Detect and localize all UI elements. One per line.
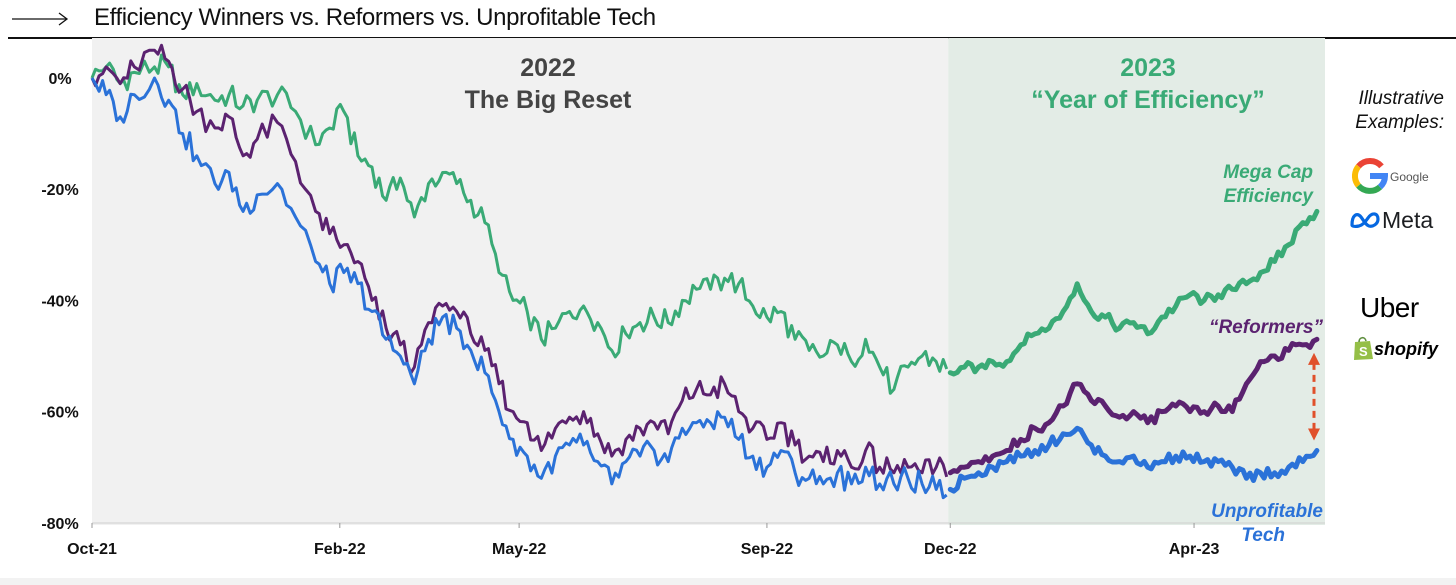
svg-text:S: S	[1359, 344, 1368, 359]
region-0-title: The Big Reset	[465, 86, 632, 114]
meta-wordmark: Meta	[1382, 207, 1434, 233]
google-logo: Google	[1352, 158, 1448, 196]
region-1-title: “Year of Efficiency”	[1031, 86, 1264, 114]
shopify-logo: S shopify	[1352, 335, 1452, 365]
chart-title: Efficiency Winners vs. Reformers vs. Unp…	[94, 4, 656, 31]
series-1-line-2023	[947, 336, 1320, 476]
series-0-line-2023	[947, 208, 1320, 377]
x-tick-label: Oct-21	[67, 541, 117, 558]
bottom-divider	[0, 578, 1456, 585]
shopify-wordmark: shopify	[1374, 339, 1439, 359]
gap-arrow-down-head	[1308, 428, 1320, 441]
arrow-right-icon	[12, 12, 69, 26]
y-tick-label: 0%	[48, 71, 71, 88]
x-tick-label: May-22	[492, 541, 546, 558]
region-0-year: 2022	[520, 54, 576, 82]
series-2-line-2023	[947, 425, 1320, 494]
gap-arrow-up-head	[1308, 352, 1320, 365]
google-wordmark: Google	[1390, 170, 1429, 184]
series-0-label-line-1: Mega Cap	[1223, 162, 1313, 183]
illustrative-line-1: Illustrative	[1358, 88, 1444, 109]
x-tick-label: Feb-22	[314, 541, 366, 558]
uber-logo: Uber	[1360, 292, 1450, 326]
shopify-bag-icon: S	[1354, 336, 1373, 360]
google-g-icon	[1352, 158, 1388, 194]
illustrative-examples-label: Illustrative Examples:	[1332, 87, 1444, 135]
uber-wordmark: Uber	[1360, 292, 1419, 323]
meta-infinity-icon	[1350, 212, 1380, 229]
illustrative-line-2: Examples:	[1355, 112, 1444, 133]
region-1-year: 2023	[1120, 54, 1176, 82]
series-0-label-line-2: Efficiency	[1224, 186, 1315, 207]
series-2-label-line-1: Unprofitable	[1211, 501, 1323, 522]
title-row: Efficiency Winners vs. Reformers vs. Unp…	[0, 0, 1456, 39]
y-tick-label: -80%	[41, 516, 78, 533]
x-tick-label: Dec-22	[924, 541, 977, 558]
y-tick-label: -40%	[41, 293, 78, 310]
title-divider	[8, 37, 1456, 39]
series-2-label-line-2: Tech	[1241, 525, 1285, 546]
series-2-line-2022	[90, 76, 948, 500]
y-tick-label: -20%	[41, 182, 78, 199]
meta-logo: Meta	[1348, 205, 1452, 237]
y-tick-label: -60%	[41, 405, 78, 422]
x-tick-label: Sep-22	[741, 541, 794, 558]
region-0-background	[92, 38, 949, 525]
series-0-line-2022	[90, 53, 949, 395]
series-1-label-line-1: “Reformers”	[1209, 317, 1324, 338]
x-tick-label: Apr-23	[1169, 541, 1220, 558]
series-1-line-2022	[90, 43, 949, 478]
